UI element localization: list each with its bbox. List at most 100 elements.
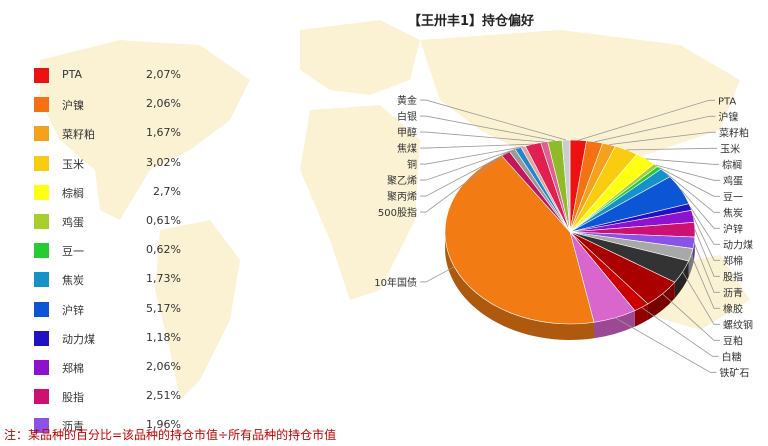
legend-swatch: [34, 330, 49, 346]
legend-label: 沪镍: [62, 99, 84, 113]
pie-leader-line: [693, 242, 720, 293]
pie-slices: [444, 139, 696, 325]
legend-value: 1,18%: [146, 330, 181, 344]
legend-item: 沥青 1,96%: [0, 416, 300, 436]
legend-value: 1,96%: [146, 418, 181, 432]
pie-leader-line: [680, 189, 720, 229]
legend-value: 2,07%: [146, 68, 181, 81]
legend-item: 股指 2,51%: [0, 387, 300, 407]
pie-slice-label: 豆一: [723, 191, 743, 203]
legend-item: 玉米 3,02%: [0, 154, 300, 174]
pie-leader-line: [420, 143, 533, 149]
pie-leader-line: [645, 158, 720, 165]
pie-leader-line: [626, 147, 718, 151]
legend-label: 沪锌: [62, 303, 84, 317]
legend-swatch: [34, 68, 49, 83]
pie-leader-line: [594, 115, 716, 143]
pie-slice-label: 甲醇: [397, 126, 417, 139]
legend-swatch: [34, 389, 49, 405]
legend-item: 菜籽粕 1,67%: [0, 124, 300, 144]
legend-item: 沪镍 2,06%: [0, 95, 300, 115]
pie-leader-line: [420, 99, 567, 141]
legend-item: 鸡蛋 0,61%: [0, 212, 300, 232]
pie-slice-label: 焦煤: [397, 142, 417, 155]
pie-leader-line: [692, 216, 720, 261]
pie-leader-line: [665, 172, 720, 213]
pie-leader-line: [689, 206, 720, 245]
legend-value: 3,02%: [146, 155, 181, 169]
pie-slice-label: 郑棉: [723, 254, 743, 267]
pie-slice-label: 菜籽粕: [719, 126, 749, 139]
pie-slice-label: 铁矿石: [719, 366, 749, 379]
legend-value: 5,17%: [146, 301, 181, 315]
pie-leader-line: [420, 131, 545, 143]
legend-label: 玉米: [62, 157, 84, 171]
pie-leader-line: [420, 115, 555, 142]
pie-leader-line: [609, 131, 717, 146]
legend-swatch: [34, 97, 49, 113]
pie-leader-line: [420, 150, 513, 197]
legend-item: 郑棉 2,06%: [0, 358, 300, 378]
pie-slice-label: 沪锌: [723, 222, 743, 235]
pie-slice-label: 黄金: [397, 94, 417, 107]
pie-leader-line: [420, 152, 506, 213]
legend-swatch: [34, 243, 49, 259]
pie-slice-label: 棕榈: [722, 158, 742, 171]
pie-side-walls: [445, 232, 695, 340]
pie-slice-label: 500股指: [378, 206, 417, 219]
pie-slice-label: 玉米: [720, 142, 740, 155]
pie-slice-label: 沥青: [723, 286, 743, 299]
pie-leader-line: [659, 167, 720, 197]
legend-item: 棕榈 2,7%: [0, 183, 300, 203]
pie-slice-label: 聚乙烯: [387, 174, 417, 187]
legend-value: 2,7%: [153, 184, 181, 198]
legend-label: 沥青: [62, 420, 84, 434]
legend-swatch: [34, 301, 49, 317]
legend-label: 动力煤: [62, 332, 95, 346]
legend-item: 焦炭 1,73%: [0, 270, 300, 290]
legend-label: 棕榈: [62, 186, 84, 200]
legend-swatch: [34, 418, 49, 434]
pie-leader-line: [655, 164, 720, 181]
pie-slice-label: 鸡蛋: [723, 174, 743, 187]
pie-slice-label: 沪镍: [718, 110, 738, 123]
legend-value: 2,51%: [146, 389, 181, 403]
pie-leader-line: [662, 293, 720, 341]
pie-slice-label: 10年国债: [374, 276, 417, 289]
legend-item: PTA 2,07%: [0, 66, 300, 86]
legend-label: 菜籽粕: [62, 128, 95, 142]
legend-swatch: [34, 360, 49, 375]
pie-slice-label: 聚丙烯: [387, 190, 417, 203]
pie-leader-line: [420, 266, 455, 283]
pie-leader-line: [694, 229, 720, 277]
pie-slice-label: 豆粕: [723, 334, 743, 347]
legend-value: 0,62%: [146, 243, 181, 257]
pie-leader-line: [578, 99, 716, 141]
legend-label: 焦炭: [62, 274, 84, 288]
pie-leader-line: [641, 307, 719, 357]
legend-swatch: [34, 272, 49, 288]
pie-slice-label: PTA: [718, 96, 736, 107]
legend-swatch: [34, 214, 49, 229]
pie-leader-line: [682, 271, 720, 325]
pie-labels: PTA 沪镍菜籽粕玉米棕榈鸡蛋豆一焦炭沪锌动力煤郑棉股指沥青橡胶螺纹钢豆粕白糖铁矿…: [374, 94, 753, 379]
pie-slice-label: 焦炭: [723, 206, 743, 219]
pie-slice: [444, 154, 595, 325]
pie-slice-side: [445, 236, 595, 340]
pie-slice-label: 铜: [407, 159, 417, 171]
legend-item: 沪锌 5,17%: [0, 300, 300, 320]
pie-slice-side: [594, 310, 635, 339]
legend-value: 1,67%: [146, 126, 181, 140]
legend-value: 1,73%: [146, 272, 181, 286]
pie-slice-label: 动力煤: [723, 238, 753, 251]
legend-label: 郑棉: [62, 362, 84, 375]
legend-label: 豆一: [62, 245, 84, 259]
pie-leader-line: [690, 254, 720, 309]
legend-swatch: [34, 155, 49, 171]
chart-title: 【王卅丰1】持仓偏好: [408, 14, 535, 29]
pie-slice-side: [647, 282, 675, 320]
legend-value: 0,61%: [146, 214, 181, 227]
